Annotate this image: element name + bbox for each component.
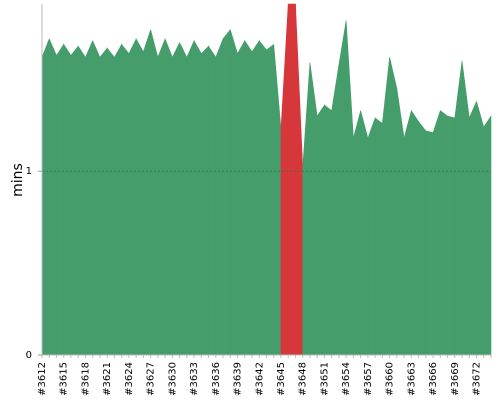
area-segment	[208, 45, 217, 356]
area-segment	[99, 47, 108, 356]
area-segment	[258, 39, 267, 356]
area-segment	[251, 39, 260, 356]
x-tick-label: #3627	[146, 362, 157, 396]
area-segment	[403, 110, 412, 356]
area-segment	[338, 20, 347, 356]
area-segment	[353, 110, 361, 356]
area-segment	[179, 42, 188, 356]
area-segment	[295, 3, 304, 356]
area-segment	[215, 38, 224, 356]
area-segment	[483, 115, 492, 356]
x-tick-label: #3639	[233, 362, 244, 396]
x-tick-label: #3657	[363, 362, 374, 396]
area-segment	[63, 43, 72, 356]
x-tick-label: #3636	[211, 362, 222, 396]
area-segment	[164, 38, 173, 356]
area-segment	[186, 40, 195, 356]
x-tick-label: #3660	[385, 362, 396, 396]
area-segment	[157, 38, 166, 356]
area-segment	[56, 43, 65, 356]
area-segment	[302, 62, 311, 356]
area-segment	[396, 88, 405, 356]
area-segment	[374, 117, 383, 356]
x-tick-label: #3630	[167, 362, 178, 396]
area-segment	[150, 29, 159, 356]
area-segment	[345, 20, 354, 356]
area-segment	[476, 101, 485, 356]
y-tick-label: 1	[26, 166, 32, 177]
x-tick-label: #3624	[124, 362, 135, 396]
area-segment	[309, 62, 318, 356]
area-segment	[128, 38, 137, 356]
area-segment	[92, 40, 101, 356]
area-segment	[70, 45, 79, 356]
area-segment	[382, 57, 390, 356]
x-tick-label: #3633	[189, 362, 200, 396]
area-segment	[85, 40, 93, 356]
area-segment	[266, 43, 275, 356]
area-segment	[411, 109, 419, 356]
area-segment	[447, 115, 456, 356]
area-segment	[468, 101, 477, 356]
area-segment	[454, 60, 463, 356]
x-tick-label: #3669	[450, 362, 461, 396]
area-segment	[193, 39, 202, 356]
area-segment	[201, 45, 209, 356]
area-segment	[389, 57, 398, 356]
x-tick-label: #3672	[472, 362, 483, 396]
area-segment	[425, 130, 434, 356]
x-tick-label: #3618	[80, 362, 91, 396]
area-segment	[48, 38, 57, 356]
area-segment	[280, 3, 289, 356]
x-tick-label: #3654	[341, 362, 352, 396]
x-tick-label: #3663	[406, 362, 417, 396]
area-segment	[135, 37, 144, 356]
area-segment	[287, 3, 296, 356]
area-segment	[461, 60, 470, 356]
x-tick-label: #3648	[298, 362, 309, 396]
area-segment	[244, 39, 253, 356]
y-tick-label: 0	[26, 350, 32, 361]
x-tick-label: #3666	[428, 362, 439, 396]
area-segment	[237, 39, 246, 356]
area-segment	[77, 45, 86, 356]
area-segment	[41, 38, 50, 356]
area-segment	[222, 28, 231, 356]
area-segment	[121, 43, 130, 356]
x-tick-label: #3612	[37, 362, 48, 396]
x-tick-label: #3642	[254, 362, 265, 396]
x-tick-label: #3651	[319, 362, 330, 396]
area-segment	[360, 110, 369, 356]
area-segment	[229, 29, 238, 356]
area-segment	[106, 47, 115, 356]
area-segment	[418, 120, 427, 356]
x-tick-label: #3621	[102, 362, 113, 396]
area-segment	[316, 104, 325, 356]
y-axis-label: mins	[10, 163, 26, 197]
area-segment	[273, 44, 282, 356]
x-tick-label: #3615	[59, 362, 70, 396]
area-segment	[324, 104, 332, 356]
area-segment	[432, 110, 441, 356]
area-segment	[143, 29, 151, 356]
area-segment	[172, 42, 180, 356]
area-segment	[114, 43, 122, 356]
area-segment	[367, 117, 376, 356]
x-tick-label: #3645	[276, 362, 287, 396]
area-segment	[331, 64, 340, 356]
area-segment	[440, 109, 448, 356]
